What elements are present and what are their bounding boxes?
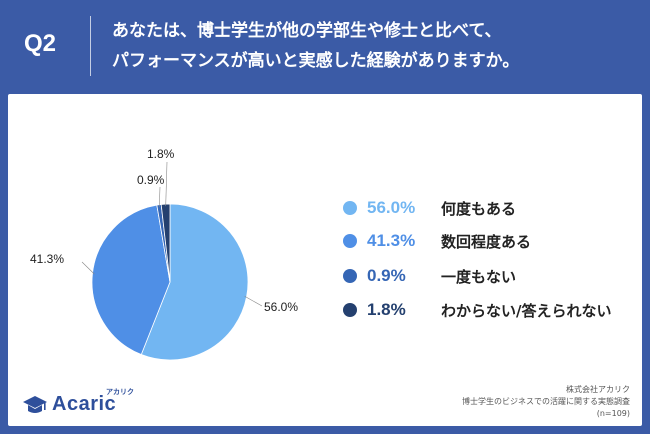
legend-pct-1: 56.0% [367,198,416,217]
acaric-logo: Acaric アカリク [22,388,182,419]
legend-dot-2 [343,234,357,248]
header: Q2 あなたは、博士学生が他の学部生や修士と比べて、 パフォーマンスが高いと実感… [0,0,650,92]
source-note: 株式会社アカリク 博士学生のビジネスでの活躍に関する実態調査 (n=109) [462,384,630,420]
source-survey: 博士学生のビジネスでの活躍に関する実態調査 [462,397,630,406]
header-divider [90,16,91,76]
legend-label-1: 何度もある [441,199,517,218]
pie-value-label-2: 41.3% [30,252,64,266]
question-title-line-1: あなたは、博士学生が他の学部生や修士と比べて、 [112,21,502,41]
graduation-cap-icon [23,396,47,413]
question-number: Q2 [24,30,57,57]
legend-pct-3: 0.9% [367,266,406,285]
legend-item-2: 41.3% 数回程度ある [343,229,633,253]
pie-slice-1 [140,203,249,361]
legend-item-3: 0.9% 一度もない [343,264,633,288]
source-company: 株式会社アカリク [566,385,630,394]
legend-dot-1 [343,201,357,215]
legend-dot-3 [343,269,357,283]
legend-item-1: 56.0% 何度もある [343,196,633,220]
logo-text: Acaric [52,393,117,415]
pie-value-label-1: 56.0% [264,300,298,314]
pie-slice-2 [91,204,171,356]
pie-value-label-4: 1.8% [147,147,175,161]
source-sample-size: (n=109) [596,409,630,418]
pie-leader-line-3 [158,186,161,207]
pie-leader-line-4 [165,161,168,207]
question-title-line-2: パフォーマンスが高いと実感した経験がありますか。 [112,51,520,71]
legend-label-3: 一度もない [441,267,517,286]
pie-value-label-3: 0.9% [137,173,165,187]
legend-dot-4 [343,303,357,317]
logo-subtext: アカリク [106,388,134,396]
legend-pct-4: 1.8% [367,300,406,319]
pie-leader-line-1 [244,295,263,307]
legend-label-2: 数回程度ある [441,232,532,251]
legend-pct-2: 41.3% [367,231,416,250]
legend-label-4: わからない/答えられない [441,301,612,320]
legend-item-4: 1.8% わからない/答えられない [343,298,633,322]
pie-leader-line-2 [81,261,95,275]
question-title: あなたは、博士学生が他の学部生や修士と比べて、 パフォーマンスが高いと実感した経… [112,16,632,76]
